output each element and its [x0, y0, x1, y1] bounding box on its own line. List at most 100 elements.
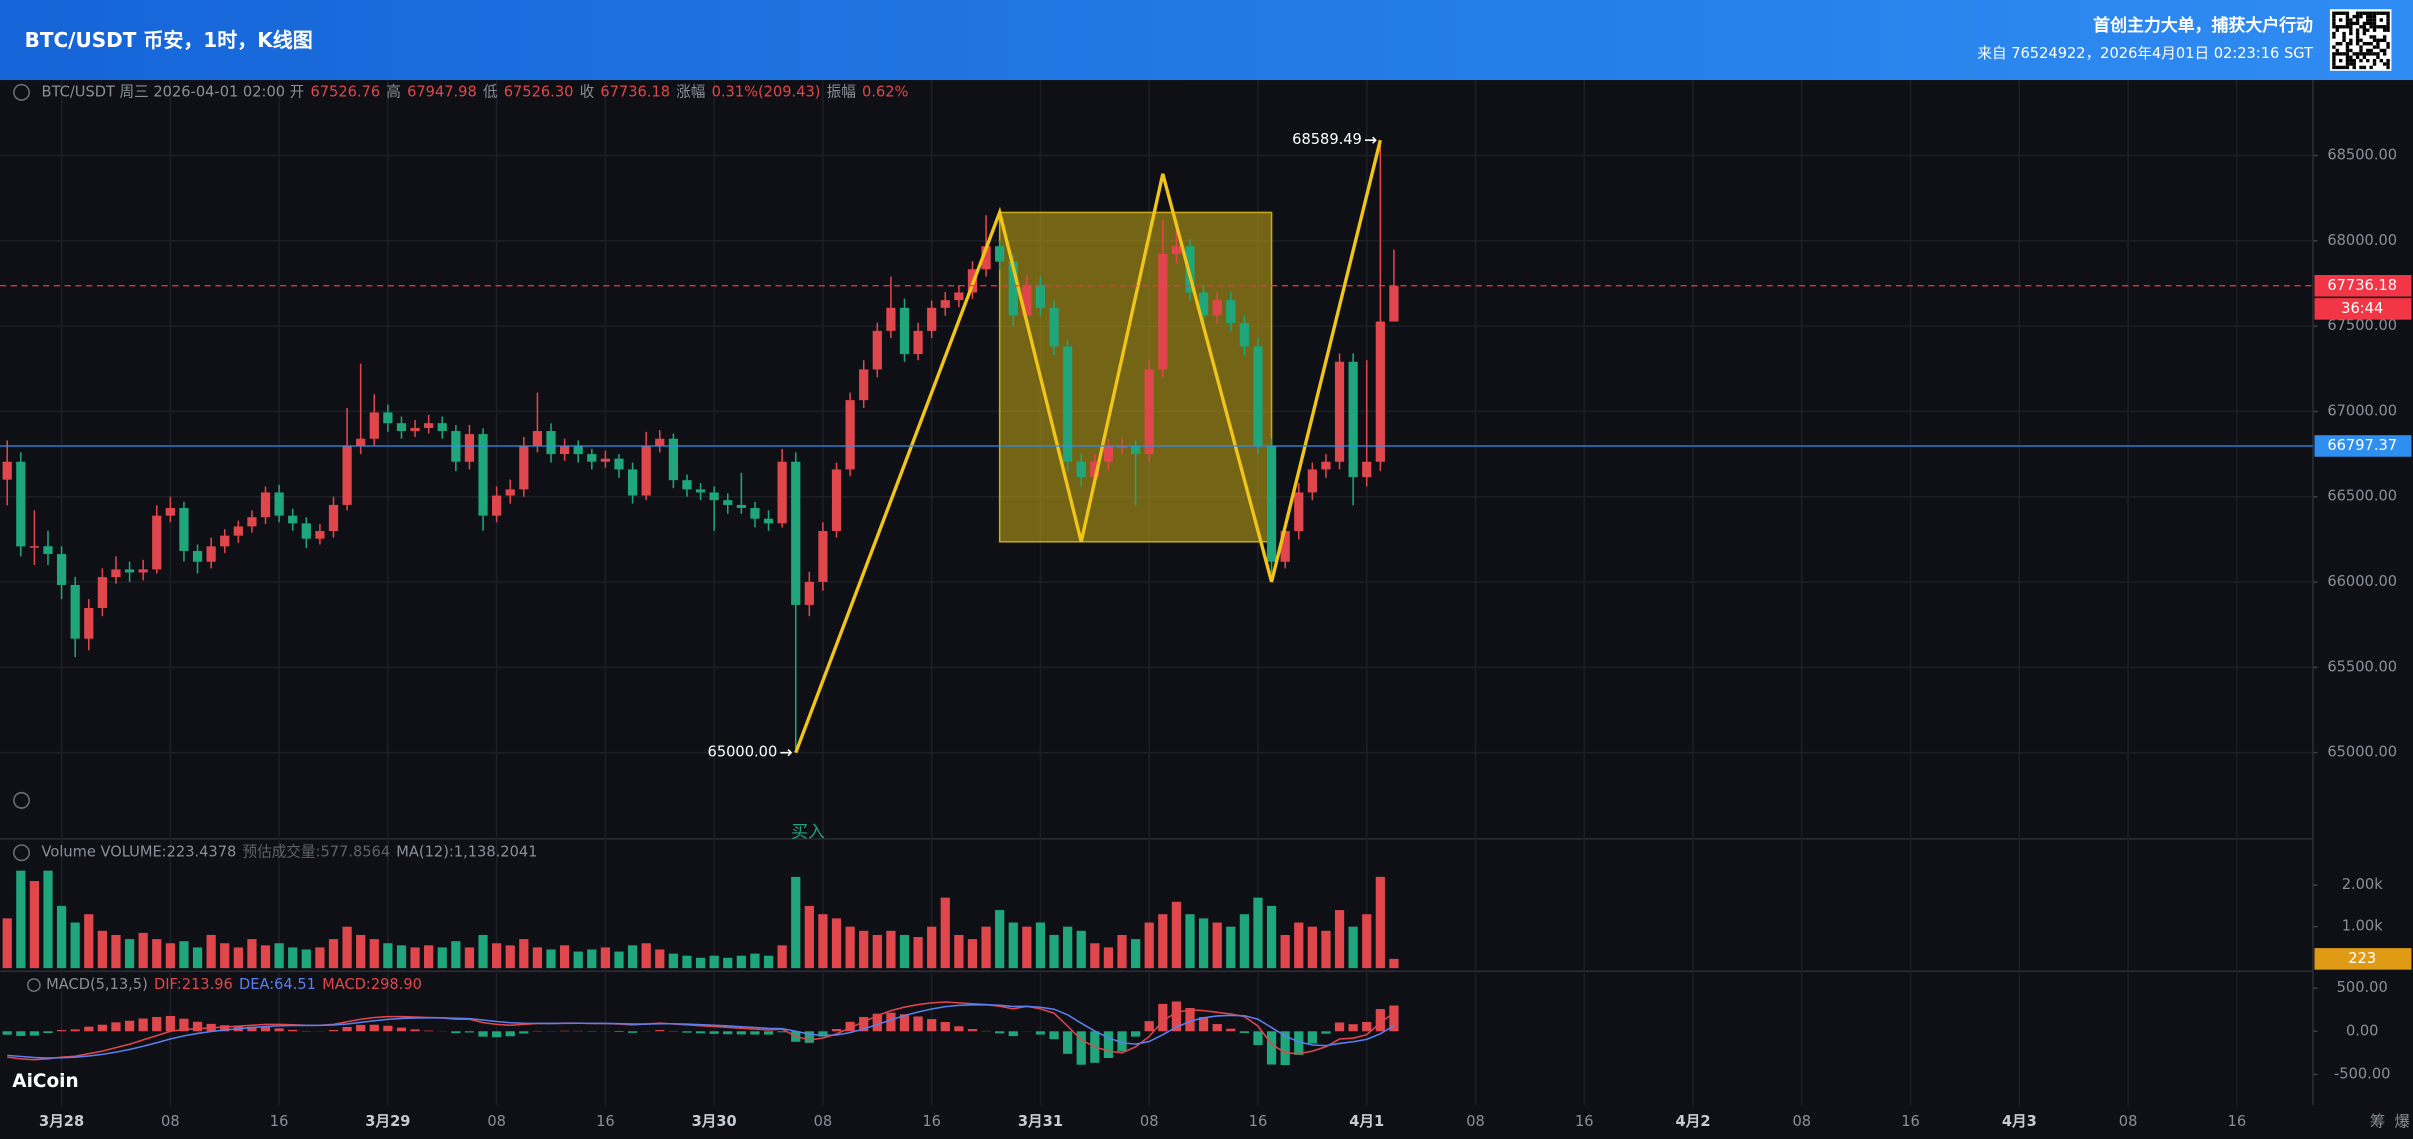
candle-body [872, 330, 882, 370]
macd-bar [356, 1024, 366, 1032]
volume-bar [1171, 901, 1182, 969]
qr-cell [2349, 28, 2353, 32]
volume-bar [940, 897, 950, 969]
legend-item: 收 [580, 83, 595, 100]
legend-item: 0.62% [862, 83, 909, 100]
macd-bar [1294, 1031, 1304, 1055]
qr-cell [2345, 55, 2350, 59]
volume-bar [478, 934, 488, 969]
candle-body [111, 569, 121, 578]
macd-bar [1103, 1031, 1114, 1058]
qr-cell [2372, 38, 2377, 43]
qr-cell [2335, 25, 2339, 29]
candle-body [927, 307, 937, 331]
qr-cell [2382, 48, 2387, 53]
collapse-icon[interactable] [13, 83, 31, 101]
qr-cell [2386, 42, 2390, 46]
macd-bar [1144, 1021, 1154, 1032]
macd-bar [124, 1020, 135, 1032]
qr-cell [2345, 14, 2350, 19]
macd-bar [505, 1031, 515, 1037]
qr-cell [2362, 65, 2367, 70]
dea-line [7, 1003, 1395, 1059]
qr-cell [2386, 14, 2390, 19]
volume-bar [1253, 897, 1263, 969]
qr-cell [2345, 62, 2350, 66]
legend-item: BTC/USDT 周三 2026-04-01 02:00 开 [42, 83, 305, 100]
candle-body [29, 546, 40, 548]
candle-body [97, 577, 107, 608]
qr-cell [2369, 42, 2373, 46]
volume-bar [818, 914, 828, 969]
volume-bar [1239, 914, 1249, 969]
volume-bar [56, 905, 67, 969]
qr-cell [2352, 62, 2356, 66]
qr-cell [2362, 11, 2367, 15]
qr-cell [2382, 35, 2387, 39]
annotation-label: 65000.00 [708, 744, 778, 761]
qr-cell [2342, 35, 2346, 39]
volume-bar [1266, 905, 1277, 969]
volume-bar [804, 905, 814, 969]
qr-cell [2345, 52, 2350, 56]
qr-cell [2362, 28, 2367, 32]
legend: MACD(5,13,5) DIF:213.96 DEA:64.51 MACD:298.… [46, 976, 422, 993]
candle-body [288, 515, 298, 524]
candle-body [913, 330, 923, 355]
candle-body [668, 438, 678, 481]
corner-icon[interactable]: 爆 [2395, 1112, 2411, 1131]
volume-bar [152, 939, 162, 969]
y-tick-label: 65000.00 [2327, 744, 2397, 761]
volume-bar [233, 947, 243, 969]
macd-bar [16, 1031, 26, 1036]
x-tick-label: 4月3 [2002, 1113, 2037, 1130]
candle-body [84, 607, 94, 639]
macd-bar [220, 1025, 230, 1032]
candle-body [342, 446, 352, 505]
macd-bar [682, 1031, 692, 1033]
qr-cell [2359, 45, 2363, 49]
candle-body [1158, 253, 1168, 370]
candle-body [247, 517, 257, 527]
qr-cell [2335, 11, 2339, 15]
qr-cell [2359, 58, 2363, 63]
qr-cell [2335, 65, 2339, 70]
macd-bar [899, 1014, 910, 1032]
qr-cell [2366, 28, 2370, 32]
candle-body [383, 412, 393, 424]
volume-bar [1090, 943, 1100, 969]
candle-body [1198, 292, 1209, 316]
qr-cell [2338, 42, 2343, 46]
y-tick-label: 1.00k [2342, 918, 2384, 935]
corner-icon[interactable]: 筹 [2370, 1113, 2385, 1131]
volume-bar [260, 945, 271, 969]
volume-bar [1348, 926, 1358, 969]
legend: BTC/USDT 周三 2026-04-01 02:00 开 67526.76 高 6… [42, 83, 909, 100]
qr-cell [2352, 52, 2356, 56]
qr-cell [2335, 42, 2339, 46]
x-tick-label: 3月30 [692, 1113, 737, 1130]
volume-bar [1185, 914, 1195, 969]
expand-icon[interactable] [13, 791, 31, 809]
macd-bar [818, 1031, 828, 1037]
volume-bar [559, 945, 570, 969]
x-tick-label: 08 [1140, 1113, 1159, 1130]
qr-cell [2376, 52, 2380, 56]
candle-body [1280, 531, 1290, 562]
qr-cell [2376, 11, 2380, 15]
legend-item: 预估成交量:577.8564 [242, 843, 390, 861]
collapse-icon[interactable] [13, 844, 31, 862]
volume-bar [70, 922, 80, 969]
candle-body [546, 431, 556, 455]
qr-cell [2345, 58, 2350, 63]
collapse-icon[interactable] [26, 978, 41, 993]
qr-cell [2332, 45, 2336, 49]
qr-cell [2366, 14, 2370, 19]
qr-cell [2345, 48, 2350, 53]
qr-cell [2372, 28, 2377, 32]
macd-bar [1348, 1024, 1358, 1032]
volume-bar [886, 930, 896, 969]
volume-bar [1307, 926, 1317, 969]
qr-cell [2386, 28, 2390, 32]
qr-cell [2345, 65, 2350, 70]
